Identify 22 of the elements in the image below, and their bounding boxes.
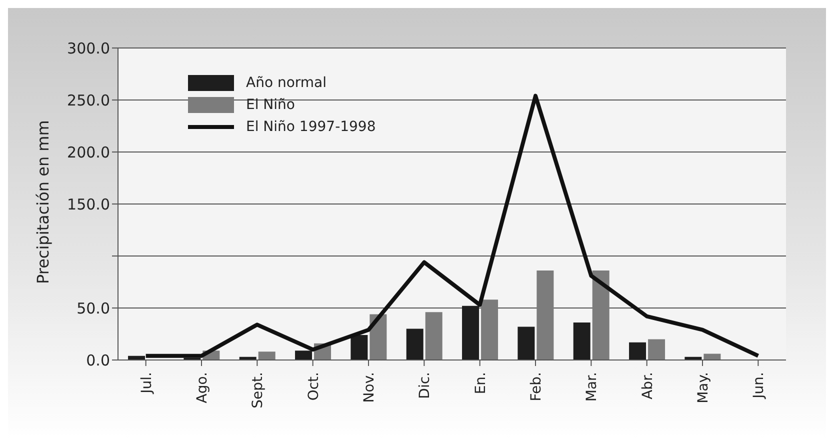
y-axis-title: Precipitación en mm — [34, 120, 53, 284]
x-tick-label: Jun. — [751, 372, 768, 400]
y-tick-label: 250.0 — [67, 91, 110, 110]
x-tick-label: Sept. — [250, 372, 266, 408]
x-tick-label: Abr. — [640, 372, 656, 400]
x-tick-label: Mar. — [584, 372, 600, 402]
x-tick-label: Dic. — [417, 372, 434, 399]
y-tick-label: 300.0 — [67, 39, 110, 58]
x-tick-label: May. — [695, 372, 712, 404]
x-tick-label: Ago. — [194, 372, 210, 404]
x-tick-label: Nov. — [361, 372, 378, 403]
x-tick-label: Jul. — [138, 372, 155, 394]
y-tick-label: 0.0 — [86, 351, 110, 370]
legend-label: El Niño 1997-1998 — [246, 119, 376, 135]
y-tick-label: 50.0 — [76, 299, 110, 318]
legend-label: El Niño — [246, 97, 295, 113]
x-tick-label: Feb. — [528, 372, 544, 402]
y-tick-label: 200.0 — [67, 143, 110, 162]
legend-label: Año normal — [246, 75, 327, 91]
y-tick-label: 150.0 — [67, 195, 110, 214]
x-tick-label: En. — [472, 372, 489, 394]
x-tick-label: Oct. — [306, 372, 322, 401]
